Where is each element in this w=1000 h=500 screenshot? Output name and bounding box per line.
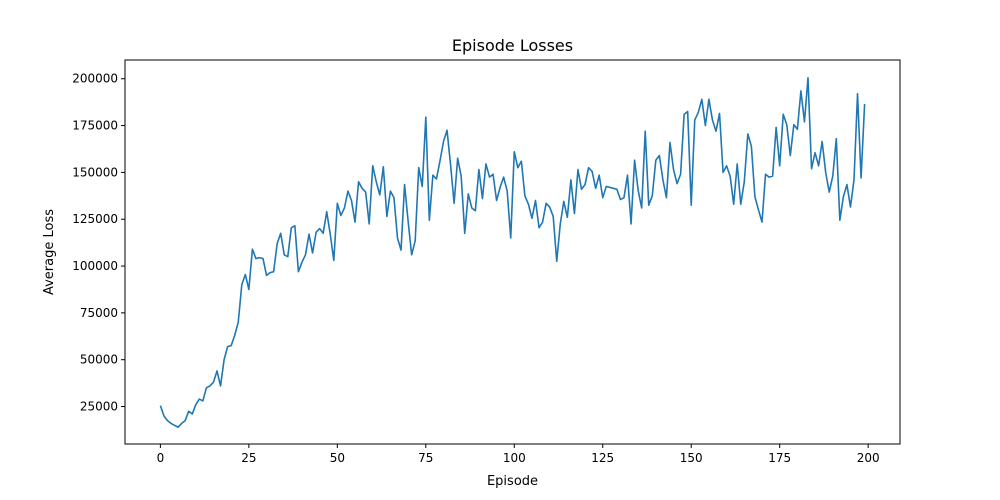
x-tick-label: 0	[157, 451, 165, 465]
y-tick-label: 200000	[72, 72, 118, 86]
chart-title: Episode Losses	[452, 36, 573, 55]
x-tick-label: 75	[418, 451, 433, 465]
x-tick-label: 200	[857, 451, 880, 465]
y-tick-label: 100000	[72, 259, 118, 273]
y-tick-label: 75000	[80, 306, 118, 320]
y-tick-label: 50000	[80, 353, 118, 367]
y-axis: 25000 50000 75000 100000 125000 150000 175000 2…	[72, 72, 125, 414]
x-tick-label: 50	[330, 451, 345, 465]
y-tick-label: 125000	[72, 212, 118, 226]
x-axis-label: Episode	[487, 474, 538, 489]
x-tick-label: 175	[768, 451, 791, 465]
x-tick-label: 25	[241, 451, 256, 465]
y-tick-label: 150000	[72, 165, 118, 179]
plot-area	[159, 77, 866, 428]
x-tick-label: 100	[503, 451, 526, 465]
x-axis: 0 25 50 75 100 125 150 175 200	[157, 444, 880, 465]
series-line-0	[159, 77, 866, 428]
y-tick-label: 25000	[80, 400, 118, 414]
y-tick-label: 175000	[72, 119, 118, 133]
x-tick-label: 125	[591, 451, 614, 465]
plot-frame	[124, 59, 901, 445]
x-tick-label: 150	[680, 451, 703, 465]
y-axis-label: Average Loss	[42, 209, 57, 295]
